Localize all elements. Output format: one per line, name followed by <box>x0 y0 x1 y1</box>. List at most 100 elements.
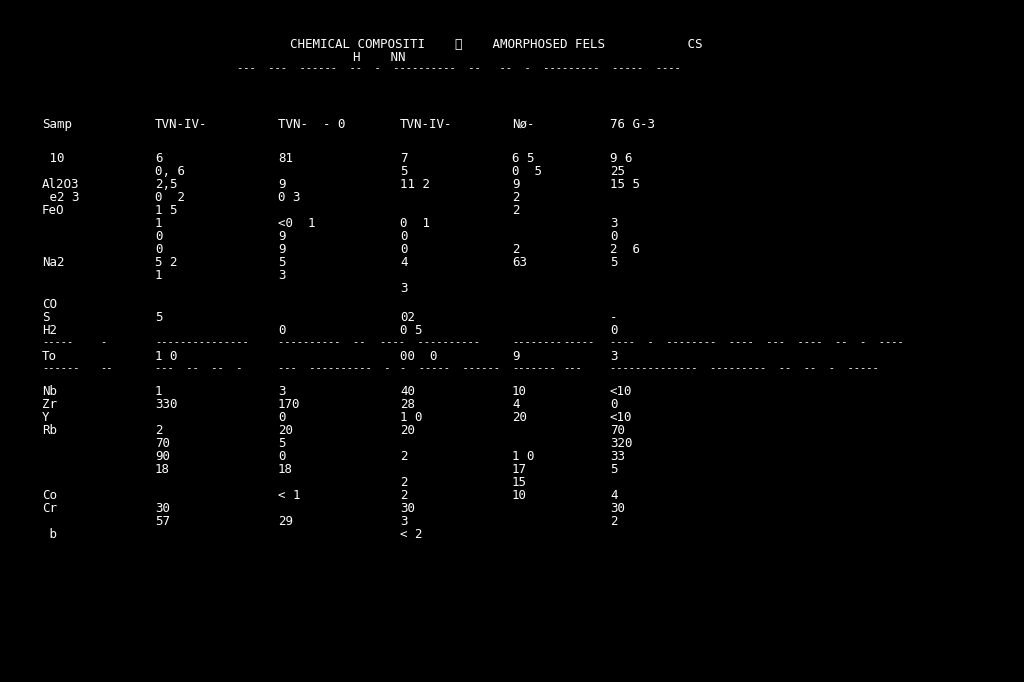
Text: 0 5: 0 5 <box>400 324 423 337</box>
Text: S: S <box>42 311 49 324</box>
Text: 10: 10 <box>42 152 65 165</box>
Text: ----  -  --------  ----  ---  ----  --  -  ----: ---- - -------- ---- --- ---- -- - ---- <box>610 337 904 347</box>
Text: 1 0: 1 0 <box>512 450 535 463</box>
Text: 7: 7 <box>400 152 408 165</box>
Text: 0: 0 <box>155 243 163 256</box>
Text: 3: 3 <box>610 350 617 363</box>
Text: 9: 9 <box>278 178 286 191</box>
Text: 1: 1 <box>155 385 163 398</box>
Text: 20: 20 <box>512 411 527 424</box>
Text: 0 3: 0 3 <box>278 191 300 204</box>
Text: 30: 30 <box>400 502 415 515</box>
Text: 15 5: 15 5 <box>610 178 640 191</box>
Text: 70: 70 <box>610 424 625 437</box>
Text: 2,5: 2,5 <box>155 178 177 191</box>
Text: Zr: Zr <box>42 398 57 411</box>
Text: 0: 0 <box>278 411 286 424</box>
Text: 0: 0 <box>610 324 617 337</box>
Text: 0  1: 0 1 <box>400 217 430 230</box>
Text: 0: 0 <box>610 230 617 243</box>
Text: ---  ----------  -: --- ---------- - <box>278 363 390 373</box>
Text: Cr: Cr <box>42 502 57 515</box>
Text: 2: 2 <box>512 191 519 204</box>
Text: 30: 30 <box>610 502 625 515</box>
Text: 00  0: 00 0 <box>400 350 437 363</box>
Text: ------: ------ <box>42 363 80 373</box>
Text: -: - <box>610 311 617 324</box>
Text: 70: 70 <box>155 437 170 450</box>
Text: 5: 5 <box>610 463 617 476</box>
Text: 9: 9 <box>278 230 286 243</box>
Text: Na2: Na2 <box>42 256 65 269</box>
Text: 63: 63 <box>512 256 527 269</box>
Text: e2 3: e2 3 <box>42 191 80 204</box>
Text: 1: 1 <box>155 217 163 230</box>
Text: 2  6: 2 6 <box>610 243 640 256</box>
Text: 2: 2 <box>400 450 408 463</box>
Text: 15: 15 <box>512 476 527 489</box>
Text: 1 0: 1 0 <box>400 411 423 424</box>
Text: 20: 20 <box>400 424 415 437</box>
Text: 0  2: 0 2 <box>155 191 185 204</box>
Text: 10: 10 <box>512 489 527 502</box>
Text: 02: 02 <box>400 311 415 324</box>
Text: H2: H2 <box>42 324 57 337</box>
Text: -------: ------- <box>512 363 556 373</box>
Text: FeO: FeO <box>42 204 65 217</box>
Text: 5 2: 5 2 <box>155 256 177 269</box>
Text: 320: 320 <box>610 437 633 450</box>
Text: Rb: Rb <box>42 424 57 437</box>
Text: 9 6: 9 6 <box>610 152 633 165</box>
Text: 17: 17 <box>512 463 527 476</box>
Text: Nø-: Nø- <box>512 118 535 131</box>
Text: 170: 170 <box>278 398 300 411</box>
Text: 0: 0 <box>400 230 408 243</box>
Text: 6: 6 <box>155 152 163 165</box>
Text: 3: 3 <box>400 282 408 295</box>
Text: TVN-IV-: TVN-IV- <box>400 118 453 131</box>
Text: <0  1: <0 1 <box>278 217 315 230</box>
Text: Nb: Nb <box>42 385 57 398</box>
Text: ----  ----------: ---- ---------- <box>380 337 480 347</box>
Text: --------: -------- <box>512 337 562 347</box>
Text: 2: 2 <box>400 476 408 489</box>
Text: CO: CO <box>42 298 57 311</box>
Text: Al2O3: Al2O3 <box>42 178 80 191</box>
Text: 0: 0 <box>155 230 163 243</box>
Text: -: - <box>100 337 106 347</box>
Text: 3: 3 <box>278 269 286 282</box>
Text: 6 5: 6 5 <box>512 152 535 165</box>
Text: 0: 0 <box>400 243 408 256</box>
Text: 1 5: 1 5 <box>155 204 177 217</box>
Text: 1 0: 1 0 <box>155 350 177 363</box>
Text: 29: 29 <box>278 515 293 528</box>
Text: 2: 2 <box>155 424 163 437</box>
Text: --: -- <box>100 363 113 373</box>
Text: 57: 57 <box>155 515 170 528</box>
Text: 2: 2 <box>512 204 519 217</box>
Text: 11 2: 11 2 <box>400 178 430 191</box>
Text: TVN-  - 0: TVN- - 0 <box>278 118 345 131</box>
Text: 28: 28 <box>400 398 415 411</box>
Text: < 2: < 2 <box>400 528 423 541</box>
Text: 0, 6: 0, 6 <box>155 165 185 178</box>
Text: --------------  ---------  --  --  -  -----: -------------- --------- -- -- - ----- <box>610 363 879 373</box>
Text: 5: 5 <box>610 256 617 269</box>
Text: 330: 330 <box>155 398 177 411</box>
Text: < 1: < 1 <box>278 489 300 502</box>
Text: To: To <box>42 350 57 363</box>
Text: 76 G-3: 76 G-3 <box>610 118 655 131</box>
Text: ----------  --: ---------- -- <box>278 337 366 347</box>
Text: 25: 25 <box>610 165 625 178</box>
Text: 20: 20 <box>278 424 293 437</box>
Text: 5: 5 <box>400 165 408 178</box>
Text: 3: 3 <box>278 385 286 398</box>
Text: 18: 18 <box>155 463 170 476</box>
Text: -----: ----- <box>42 337 74 347</box>
Text: 9: 9 <box>512 178 519 191</box>
Text: 0  5: 0 5 <box>512 165 542 178</box>
Text: ---------------: --------------- <box>155 337 249 347</box>
Text: 9: 9 <box>512 350 519 363</box>
Text: 4: 4 <box>610 489 617 502</box>
Text: 10: 10 <box>512 385 527 398</box>
